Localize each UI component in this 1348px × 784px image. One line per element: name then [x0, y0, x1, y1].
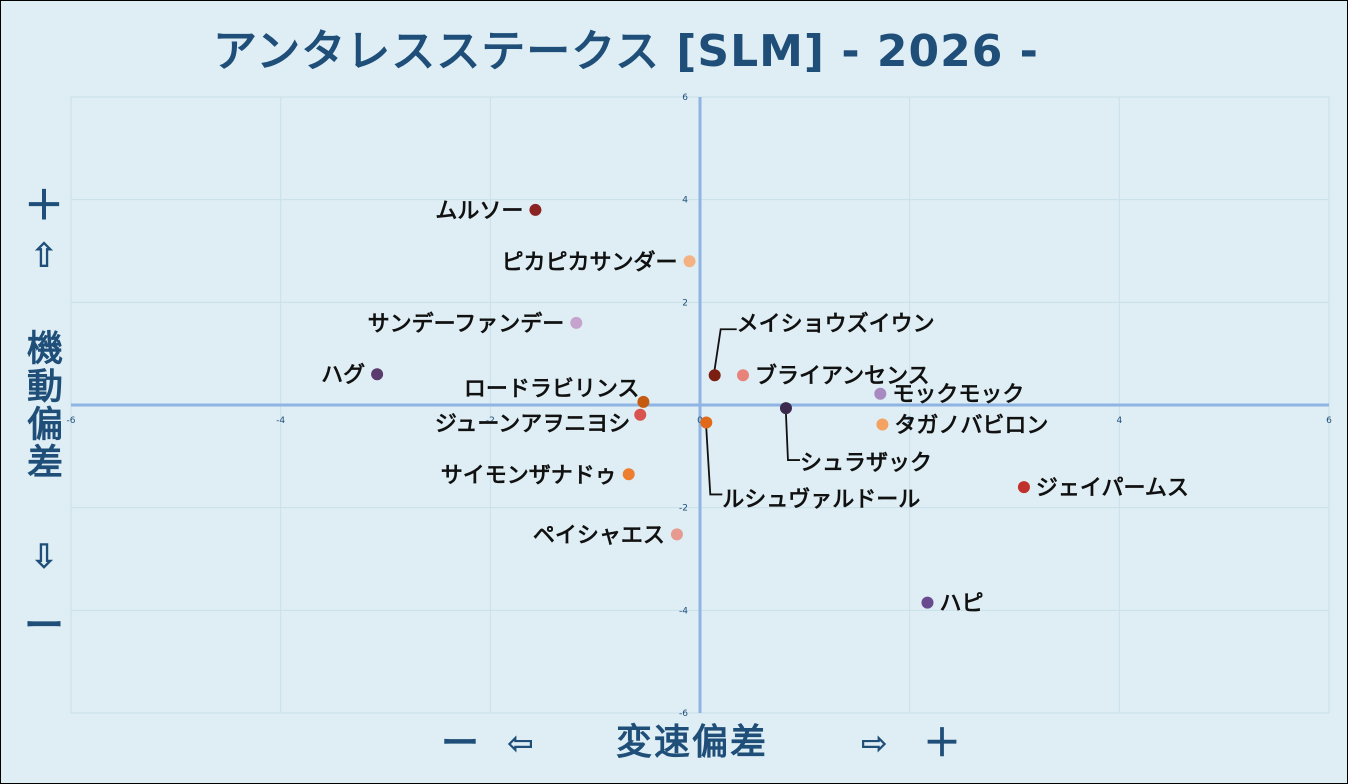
point-label: ペイシャエス — [533, 523, 665, 548]
x-tick-label: 4 — [1116, 416, 1122, 426]
point-label: ムルソー — [435, 199, 523, 224]
data-point — [683, 255, 696, 268]
x-plus-sign: ＋ — [923, 721, 962, 765]
data-point — [570, 316, 583, 329]
up-arrow-icon: ⇧ — [29, 236, 59, 276]
point-label: ルシュヴァルドール — [722, 486, 920, 512]
y-tick-label: -4 — [679, 606, 688, 616]
x-tick-label: -4 — [276, 416, 285, 426]
data-point — [1017, 481, 1030, 494]
y-tick-label: -6 — [679, 709, 688, 719]
x-tick-label: 2 — [907, 416, 913, 426]
point-label: ロードラビリンス — [464, 377, 640, 402]
data-point — [622, 468, 635, 481]
point-label: モックモック — [892, 383, 1024, 408]
data-point — [874, 387, 887, 400]
point-label: ジェイパームス — [1036, 476, 1189, 501]
y-tick-label: -2 — [679, 504, 688, 514]
x-tick-label: -6 — [67, 416, 76, 426]
x-tick-label: 0 — [697, 416, 703, 426]
y-minus-sign: ー — [24, 603, 64, 649]
point-label: ピカピカサンダー — [502, 249, 678, 275]
down-arrow-icon: ⇩ — [29, 537, 59, 577]
left-arrow-icon: ⇦ — [507, 724, 534, 762]
y-tick-label: 4 — [682, 196, 688, 206]
point-label: ハグ — [321, 362, 365, 388]
data-point — [670, 528, 683, 541]
chart-title: アンタレスステークス [SLM] - 2026 - — [213, 26, 1039, 77]
point-label: ブライアンセンス — [755, 363, 930, 389]
data-point — [876, 418, 889, 431]
x-axis-label: 変速偏差 — [616, 722, 769, 763]
point-label: ハピ — [939, 592, 983, 617]
x-tick-label: -2 — [486, 416, 495, 426]
data-point — [637, 395, 650, 408]
data-point — [736, 369, 749, 382]
y-tick-label: 6 — [682, 93, 688, 103]
point-label: タガノバビロン — [894, 414, 1048, 439]
y-plus-sign: ＋ — [24, 183, 64, 229]
data-point — [634, 408, 647, 421]
point-label: サイモンザナドゥ — [441, 463, 617, 488]
data-point — [529, 203, 542, 216]
data-point — [700, 416, 713, 429]
y-tick-label: 2 — [682, 298, 688, 308]
leader-line — [713, 328, 737, 376]
data-point — [371, 368, 384, 381]
leader-line — [785, 408, 800, 461]
point-label: シュラザック — [800, 451, 932, 476]
data-point — [708, 369, 721, 382]
x-tick-label: 6 — [1326, 416, 1332, 426]
point-label: メイショウズイウン — [737, 311, 935, 337]
leader-line — [705, 422, 723, 496]
point-label: サンデーファンデー — [368, 311, 565, 337]
y-axis-label: 機動偏差 — [21, 329, 62, 481]
data-point — [921, 596, 934, 609]
x-minus-sign: ー — [441, 721, 480, 765]
point-label: ジューンアヲニヨシ — [435, 412, 630, 437]
right-arrow-icon: ⇨ — [861, 724, 888, 762]
data-point — [779, 402, 792, 415]
